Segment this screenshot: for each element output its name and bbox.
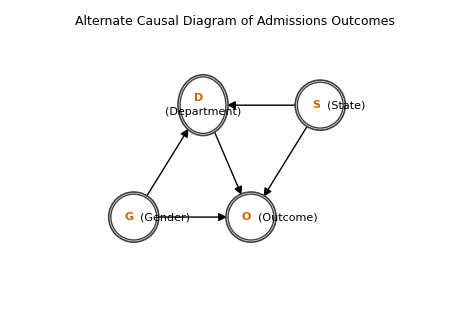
Text: (State): (State) xyxy=(320,100,365,110)
Text: (Gender): (Gender) xyxy=(133,212,190,222)
Text: D: D xyxy=(194,94,203,104)
Text: (Department): (Department) xyxy=(165,107,241,117)
Ellipse shape xyxy=(178,75,228,135)
Ellipse shape xyxy=(228,194,274,240)
Text: G: G xyxy=(125,212,133,222)
Ellipse shape xyxy=(111,194,157,240)
Text: (Outcome): (Outcome) xyxy=(251,212,317,222)
Ellipse shape xyxy=(295,80,345,130)
Text: S: S xyxy=(312,100,320,110)
Ellipse shape xyxy=(109,192,159,242)
Title: Alternate Causal Diagram of Admissions Outcomes: Alternate Causal Diagram of Admissions O… xyxy=(75,15,395,28)
Ellipse shape xyxy=(298,82,343,128)
Ellipse shape xyxy=(180,77,226,134)
Ellipse shape xyxy=(226,192,276,242)
Text: O: O xyxy=(242,212,251,222)
